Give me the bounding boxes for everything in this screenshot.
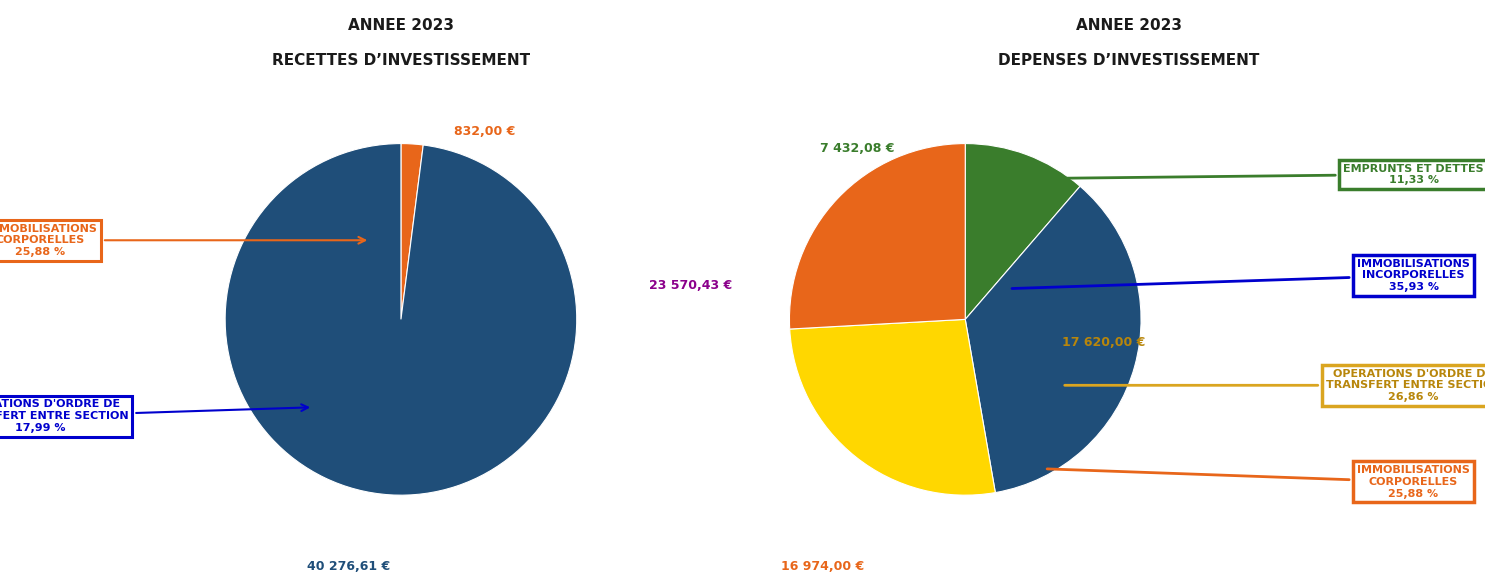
Text: 7 432,08 €: 7 432,08 €	[820, 142, 895, 155]
Text: OPERATIONS D'ORDRE DE
TRANSFERT ENTRE SECTION
26,86 %: OPERATIONS D'ORDRE DE TRANSFERT ENTRE SE…	[1065, 369, 1485, 402]
Wedge shape	[790, 144, 965, 329]
Text: DEPENSES D’INVESTISSEMENT: DEPENSES D’INVESTISSEMENT	[998, 53, 1259, 68]
Text: IMMOBILISATIONS
CORPORELLES
25,88 %: IMMOBILISATIONS CORPORELLES 25,88 %	[0, 224, 365, 257]
Wedge shape	[965, 144, 1080, 319]
Text: 832,00 €: 832,00 €	[454, 125, 515, 138]
Text: RECETTES D’INVESTISSEMENT: RECETTES D’INVESTISSEMENT	[272, 53, 530, 68]
Text: ANNEE 2023: ANNEE 2023	[347, 18, 454, 33]
Text: 23 570,43 €: 23 570,43 €	[649, 278, 732, 292]
Text: 17 620,00 €: 17 620,00 €	[1062, 336, 1145, 349]
Text: EMPRUNTS ET DETTES
11,33 %: EMPRUNTS ET DETTES 11,33 %	[1020, 163, 1484, 185]
Wedge shape	[226, 144, 576, 495]
Text: IMMOBILISATIONS
INCORPORELLES
35,93 %: IMMOBILISATIONS INCORPORELLES 35,93 %	[1011, 259, 1470, 292]
Text: IMMOBILISATIONS
CORPORELLES
25,88 %: IMMOBILISATIONS CORPORELLES 25,88 %	[1047, 465, 1470, 499]
Wedge shape	[965, 186, 1140, 493]
Text: ANNEE 2023: ANNEE 2023	[1075, 18, 1182, 33]
Text: 16 974,00 €: 16 974,00 €	[781, 560, 864, 573]
Text: OPERATIONS D'ORDRE DE
TRANSFERT ENTRE SECTION
17,99 %: OPERATIONS D'ORDRE DE TRANSFERT ENTRE SE…	[0, 400, 307, 432]
Wedge shape	[790, 319, 995, 495]
Wedge shape	[401, 144, 423, 319]
Text: 40 276,61 €: 40 276,61 €	[306, 560, 391, 573]
